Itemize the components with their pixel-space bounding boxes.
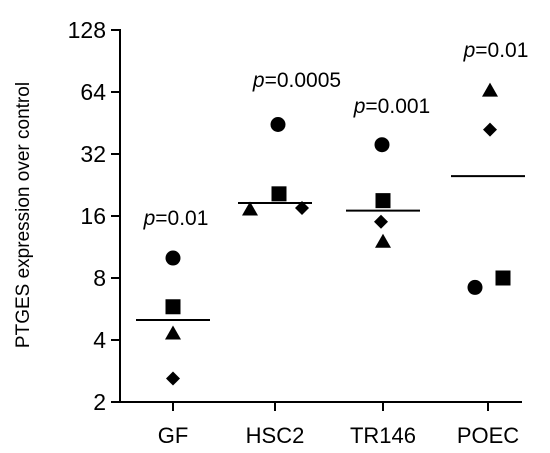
x-tick-label: HSC2	[246, 423, 305, 448]
point-diamond	[483, 122, 497, 137]
point-triangle	[165, 325, 181, 340]
p-value-labels: p=0.01 p=0.0005 p=0.001 p=0.01	[143, 39, 529, 230]
y-tick-label: 64	[80, 79, 106, 105]
point-square	[375, 193, 391, 209]
y-ticks: 2 4 8 16 32 64 128	[68, 17, 120, 415]
point-diamond	[295, 200, 309, 215]
x-tick-label: TR146	[350, 423, 416, 448]
point-circle	[165, 250, 181, 266]
y-tick-label: 16	[80, 203, 106, 229]
point-square	[271, 186, 287, 202]
y-tick-label: 128	[68, 17, 106, 43]
point-circle	[467, 279, 483, 295]
y-tick-label: 8	[93, 265, 106, 291]
p-value-label: p=0.001	[353, 95, 431, 118]
data-points	[165, 82, 511, 386]
point-diamond	[166, 371, 180, 386]
x-tick-label: POEC	[457, 423, 519, 448]
y-tick-label: 32	[80, 141, 106, 167]
x-ticks: GF HSC2 TR146 POEC	[158, 402, 519, 448]
p-value-label: p=0.01	[463, 39, 529, 62]
point-square	[495, 270, 511, 286]
point-triangle	[482, 82, 498, 97]
y-tick-label: 2	[93, 389, 106, 415]
y-axis-label: PTGES expression over control	[13, 82, 34, 348]
x-tick-label: GF	[158, 423, 189, 448]
mean-lines	[136, 175, 525, 322]
point-circle	[374, 137, 390, 153]
point-square	[165, 299, 181, 315]
p-value-label: p=0.0005	[252, 69, 341, 92]
p-value-label: p=0.01	[143, 207, 209, 230]
point-diamond	[374, 214, 388, 229]
y-tick-label: 4	[93, 327, 106, 353]
point-circle	[270, 117, 286, 133]
point-triangle	[375, 233, 391, 248]
point-triangle	[242, 201, 258, 216]
